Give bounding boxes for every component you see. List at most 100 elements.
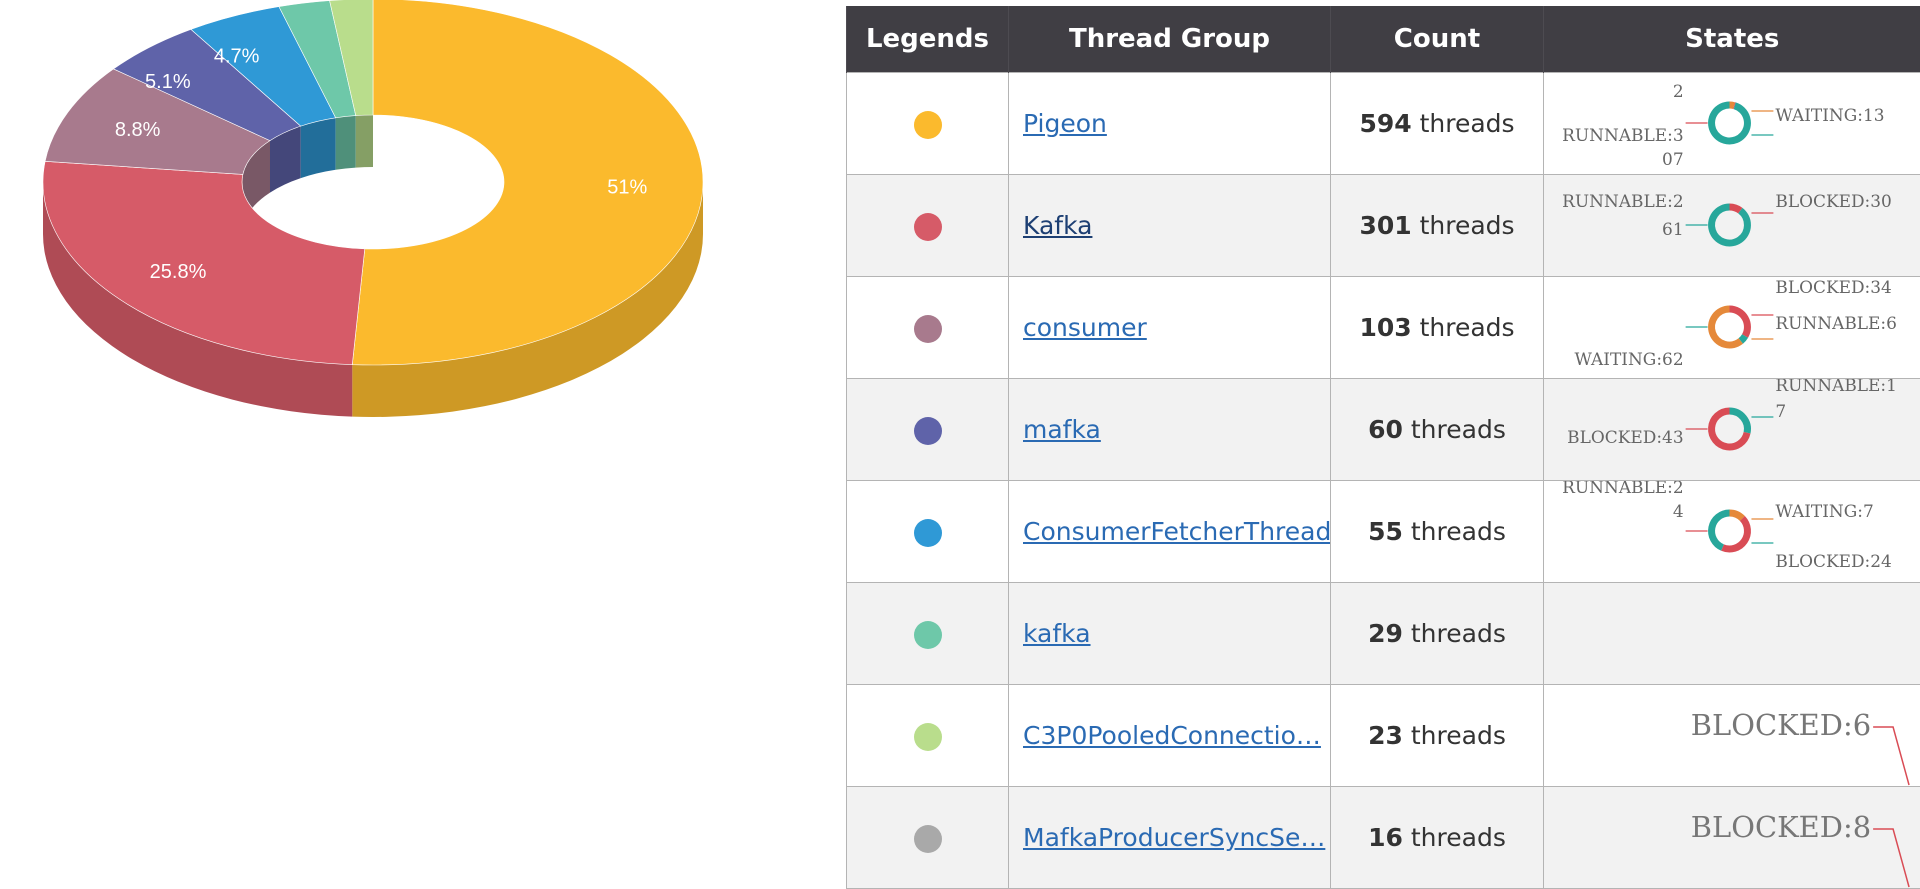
state-ring-runnable: [1730, 411, 1748, 433]
state-ring-runnable: [1712, 105, 1748, 141]
count-cell: 16 threads: [1331, 787, 1544, 889]
state-ring-waiting: [1730, 105, 1735, 106]
thread-count: 23: [1368, 721, 1403, 750]
thread-count: 16: [1368, 823, 1403, 852]
thread-group-link-mafkaproducersyncse[interactable]: MafkaProducerSyncSe…: [1023, 823, 1325, 852]
state-ring-blocked: [1730, 207, 1741, 211]
state-ring-waiting: [1730, 513, 1743, 518]
legend-cell: [847, 583, 1009, 685]
state-label: 61: [1662, 220, 1684, 240]
state-ring-runnable: [1741, 336, 1745, 341]
states-chart: BLOCKED:6: [1544, 685, 1920, 786]
legend-cell: [847, 481, 1009, 583]
thread-group-link-consumerfetcherthread[interactable]: ConsumerFetcherThread: [1023, 517, 1331, 546]
states-cell: [1544, 583, 1920, 685]
count-cell: 29 threads: [1331, 583, 1544, 685]
state-ring-blocked: [1723, 518, 1748, 549]
thread-group-link-consumer[interactable]: consumer: [1023, 313, 1147, 342]
thread-count-suffix: threads: [1411, 415, 1506, 444]
thread-group-link-kafka[interactable]: Kafka: [1023, 211, 1092, 240]
state-ring-runnable: [1712, 513, 1730, 548]
state-label: RUNNABLE:3: [1562, 126, 1684, 146]
thread-group-link-mafka[interactable]: mafka: [1023, 415, 1101, 444]
legend-cell: [847, 175, 1009, 277]
table-row: MafkaProducerSyncSe…16 threads BLOCKED:8: [847, 787, 1920, 889]
state-label: RUNNABLE:1: [1775, 379, 1897, 396]
donut-inner-wall-consumerfetcherthread: [301, 118, 336, 178]
state-label: WAITING:13: [1775, 106, 1884, 126]
state-label: RUNNABLE:2: [1562, 481, 1684, 498]
donut-label-mafka: 5.1%: [145, 71, 191, 93]
legend-dot: [914, 621, 942, 649]
legend-dot: [914, 111, 942, 139]
thread-count-suffix: threads: [1411, 721, 1506, 750]
count-cell: 55 threads: [1331, 481, 1544, 583]
thread-count-suffix: threads: [1420, 211, 1515, 240]
state-callout-line: [1873, 829, 1909, 887]
state-label: 7: [1775, 402, 1786, 422]
thread-count-suffix: threads: [1420, 109, 1515, 138]
legend-dot: [914, 417, 942, 445]
table-row: kafka 29 threads: [847, 583, 1920, 685]
donut-label-kafka: 25.8%: [150, 261, 207, 283]
state-ring-blocked: [1730, 309, 1748, 336]
states-cell: BLOCKED:8: [1544, 787, 1920, 889]
state-label: BLOCKED:43: [1567, 428, 1683, 448]
count-cell: 103 threads: [1331, 277, 1544, 379]
state-label: RUNNABLE:2: [1562, 192, 1684, 212]
state-label: BLOCKED:24: [1775, 552, 1891, 572]
state-label: 2: [1673, 82, 1684, 102]
thread-count: 60: [1368, 415, 1403, 444]
state-label: 4: [1673, 502, 1684, 522]
legend-cell: [847, 787, 1009, 889]
legend-dot: [914, 519, 942, 547]
thread-count: 594: [1359, 109, 1411, 138]
state-callout-line: [1873, 727, 1909, 785]
thread-count-suffix: threads: [1420, 313, 1515, 342]
thread-group-link-kafka[interactable]: kafka: [1023, 619, 1091, 648]
state-callout-label: BLOCKED:8: [1691, 810, 1871, 844]
legend-dot: [914, 825, 942, 853]
state-label: WAITING:62: [1574, 350, 1683, 370]
thread-group-link-pigeon[interactable]: Pigeon: [1023, 109, 1107, 138]
thread-group-table: Legends Thread Group Count States Pigeon…: [846, 6, 1920, 889]
thread-count: 103: [1359, 313, 1411, 342]
count-cell: 23 threads: [1331, 685, 1544, 787]
thread-count: 29: [1368, 619, 1403, 648]
state-ring-waiting: [1712, 309, 1741, 345]
thread-group-cell: consumer: [1009, 277, 1331, 379]
thread-group-link-c3p0pooledconnectio[interactable]: C3P0PooledConnectio…: [1023, 721, 1321, 750]
header-states: States: [1544, 6, 1920, 73]
thread-group-cell: kafka: [1009, 583, 1331, 685]
state-ring-runnable: [1712, 207, 1748, 243]
header-thread-group: Thread Group: [1009, 6, 1331, 73]
header-legends: Legends: [847, 6, 1009, 73]
thread-group-cell: C3P0PooledConnectio…: [1009, 685, 1331, 787]
header-count: Count: [1331, 6, 1544, 73]
table-header-row: Legends Thread Group Count States: [847, 6, 1920, 73]
thread-group-cell: MafkaProducerSyncSe…: [1009, 787, 1331, 889]
legend-dot: [914, 213, 942, 241]
states-cell: RUNNABLE:1 7 BLOCKED:43: [1544, 379, 1920, 481]
thread-count-suffix: threads: [1411, 619, 1506, 648]
thread-group-cell: ConsumerFetcherThread: [1009, 481, 1331, 583]
states-chart: BLOCKED:8: [1544, 787, 1920, 888]
states-chart: RUNNABLE:1 7 BLOCKED:43: [1544, 379, 1920, 480]
donut-label-pigeon: 51%: [607, 176, 647, 198]
count-cell: 594 threads: [1331, 73, 1544, 175]
thread-count: 55: [1368, 517, 1403, 546]
count-cell: 301 threads: [1331, 175, 1544, 277]
legend-cell: [847, 73, 1009, 175]
legend-cell: [847, 277, 1009, 379]
thread-group-cell: Kafka: [1009, 175, 1331, 277]
